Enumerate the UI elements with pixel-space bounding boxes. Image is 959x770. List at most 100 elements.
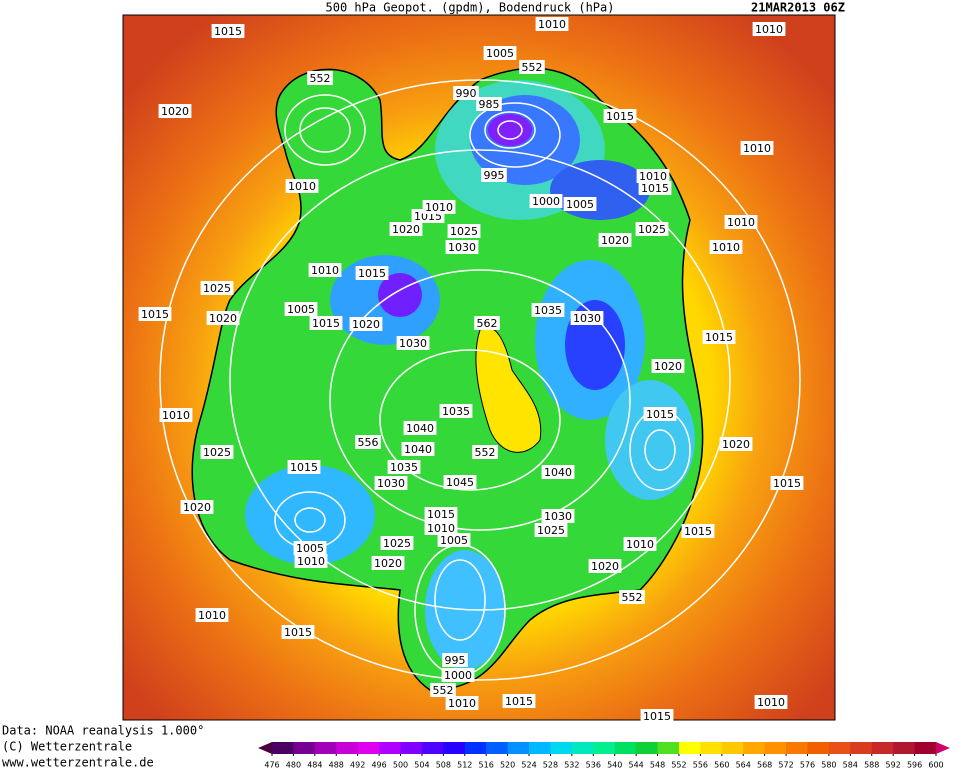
label-box xyxy=(719,437,753,451)
label-box xyxy=(740,141,774,155)
label-text: 1040 xyxy=(544,466,572,479)
isobar-label: 1015 xyxy=(138,307,172,321)
label-text: 1010 xyxy=(639,170,667,183)
isobar-label: 1020 xyxy=(719,437,753,451)
isobar-label: 1005 xyxy=(483,46,517,60)
label-box xyxy=(724,215,758,229)
label-box xyxy=(424,507,458,521)
label-text: 1020 xyxy=(591,560,619,573)
label-text: 1010 xyxy=(448,697,476,710)
label-text: 552 xyxy=(522,61,543,74)
label-box xyxy=(158,104,192,118)
isobar-label: 1005 xyxy=(437,533,471,547)
colorbar-swatch xyxy=(464,742,487,754)
label-text: 1025 xyxy=(203,446,231,459)
isobar-label: 1030 xyxy=(570,311,604,325)
label-text: 1010 xyxy=(198,609,226,622)
isobar-label: 1010 xyxy=(752,22,786,36)
colorbar-swatch xyxy=(443,742,466,754)
isobar-label: 1020 xyxy=(598,233,632,247)
isobar-label: 552 xyxy=(472,445,498,459)
label-box xyxy=(309,316,343,330)
isobar-label: 1000 xyxy=(441,668,475,682)
isobar-label: 1020 xyxy=(349,317,383,331)
label-text: 1000 xyxy=(532,195,560,208)
colorbar-tick-label: 504 xyxy=(414,761,429,770)
colorbar-swatch xyxy=(828,742,851,754)
colorbar-swatch xyxy=(550,742,573,754)
label-box xyxy=(442,653,468,667)
colorbar-tick-label: 532 xyxy=(564,761,579,770)
label-text: 552 xyxy=(310,72,331,85)
isobar-label: 1020 xyxy=(206,311,240,325)
colorbar-tick-label: 540 xyxy=(607,761,622,770)
colorbar-tick-label: 576 xyxy=(800,761,815,770)
isobar-label: 1010 xyxy=(754,695,788,709)
isobar-label: 1015 xyxy=(770,476,804,490)
label-text: 1015 xyxy=(141,308,169,321)
label-text: 1015 xyxy=(773,477,801,490)
colorbar-tick-label: 552 xyxy=(671,761,686,770)
label-text: 1015 xyxy=(284,626,312,639)
colorbar-tick-label: 484 xyxy=(307,761,322,770)
label-text: 1015 xyxy=(505,695,533,708)
isobar-label: 556 xyxy=(355,435,381,449)
colorbar-tick-label: 476 xyxy=(264,761,279,770)
colorbar-tick-label: 524 xyxy=(521,761,536,770)
isobar-label: 990 xyxy=(453,86,479,100)
colorbar-tick-label: 596 xyxy=(907,761,922,770)
isobar-label: 1025 xyxy=(380,536,414,550)
label-text: 1030 xyxy=(377,477,405,490)
label-text: 1010 xyxy=(626,538,654,551)
isobar-label: 985 xyxy=(476,97,502,111)
label-box xyxy=(502,694,536,708)
label-box xyxy=(387,460,421,474)
colorbar-swatch xyxy=(657,742,680,754)
isobar-label: 1020 xyxy=(651,359,685,373)
label-text: 1030 xyxy=(544,510,572,523)
label-text: 552 xyxy=(622,591,643,604)
isobar-label: 552 xyxy=(619,590,645,604)
label-text: 1035 xyxy=(534,304,562,317)
label-box xyxy=(355,266,389,280)
label-text: 1040 xyxy=(404,443,432,456)
colorbar-tick-label: 592 xyxy=(886,761,901,770)
label-box xyxy=(389,222,423,236)
label-box xyxy=(603,109,637,123)
label-text: 1010 xyxy=(162,409,190,422)
label-text: 1015 xyxy=(427,508,455,521)
colorbar-swatch xyxy=(807,742,830,754)
colorbar-swatch xyxy=(336,742,359,754)
label-box xyxy=(281,625,315,639)
label-box xyxy=(447,224,481,238)
label-text: 1015 xyxy=(214,25,242,38)
label-box xyxy=(211,24,245,38)
label-box xyxy=(541,465,575,479)
label-text: 1025 xyxy=(450,225,478,238)
map xyxy=(123,15,835,720)
label-box xyxy=(445,696,479,710)
label-text: 1010 xyxy=(425,201,453,214)
isobar-label: 552 xyxy=(307,71,333,85)
label-box xyxy=(374,476,408,490)
isobar-label: 1020 xyxy=(588,559,622,573)
colorbar-swatch xyxy=(571,742,594,754)
label-box xyxy=(200,281,234,295)
colorbar-tick-label: 556 xyxy=(693,761,708,770)
label-box xyxy=(541,509,575,523)
isobar-label: 1035 xyxy=(387,460,421,474)
label-box xyxy=(709,240,743,254)
isobar-label: 1015 xyxy=(640,709,674,723)
label-box xyxy=(422,200,456,214)
label-box xyxy=(529,194,563,208)
label-box xyxy=(403,421,437,435)
colorbar-swatch xyxy=(507,742,530,754)
label-box xyxy=(293,541,327,555)
isobar-label: 1020 xyxy=(371,556,405,570)
colorbar-tick-label: 544 xyxy=(628,761,643,770)
label-box xyxy=(443,475,477,489)
isobar-label: 1010 xyxy=(535,17,569,31)
label-box xyxy=(439,404,473,418)
label-text: 1010 xyxy=(727,216,755,229)
isobar-label: 552 xyxy=(519,60,545,74)
